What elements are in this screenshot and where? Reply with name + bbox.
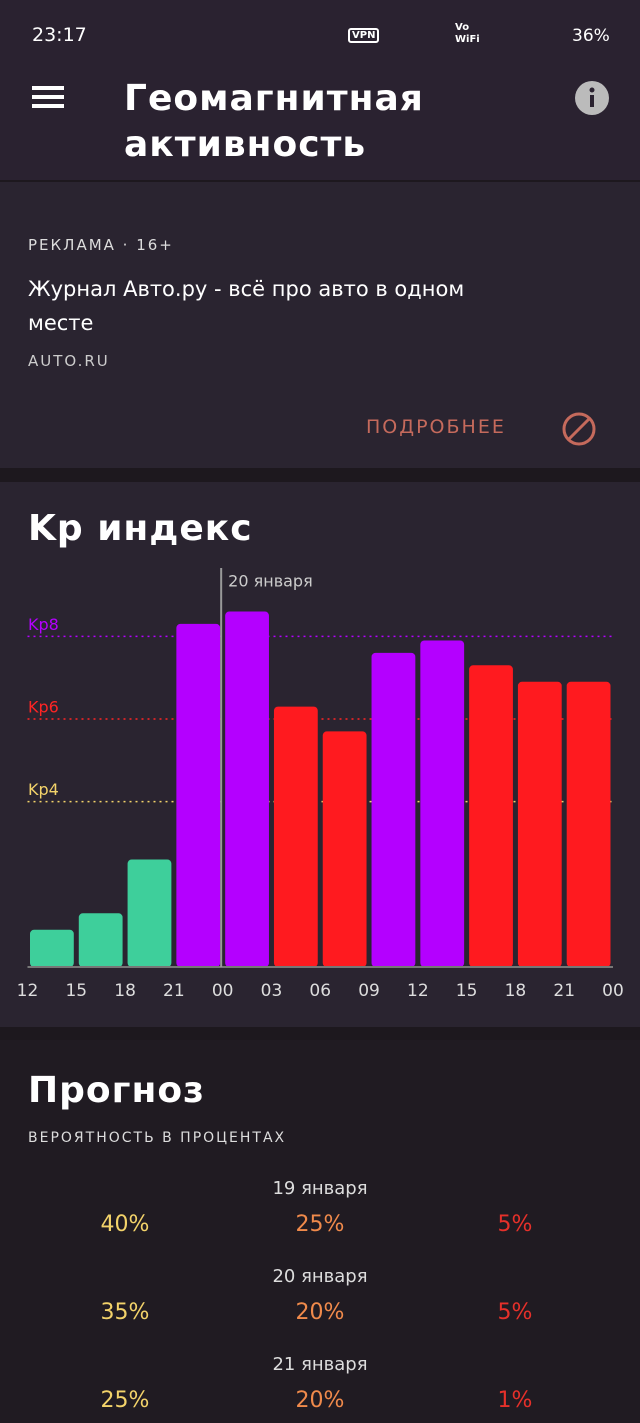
- ad-domain: AUTO.RU: [28, 352, 110, 370]
- forecast-probability: 5%: [497, 1300, 533, 1325]
- forecast-subtitle: ВЕРОЯТНОСТЬ В ПРОЦЕНТАХ: [28, 1130, 287, 1146]
- bar: [273, 706, 318, 967]
- forecast-date: 19 января: [272, 1178, 368, 1199]
- ad-text: Журнал Авто.ру - всё про авто в одном ме…: [28, 277, 465, 335]
- forecast-date: 21 января: [272, 1354, 368, 1375]
- reference-label: Kp4: [28, 780, 59, 799]
- ad-label: РЕКЛАМА · 16+: [28, 236, 174, 254]
- x-tick-label: 12: [17, 981, 39, 1001]
- vpn: VPN: [348, 28, 380, 43]
- forecast-probability: 35%: [100, 1300, 150, 1325]
- app-header: 23:17 VPN Vo WiFi 36% Геомагнитная актив…: [0, 0, 640, 180]
- chart-title: Kp индекс: [28, 508, 253, 549]
- bar: [371, 652, 416, 967]
- forecast-probability: 25%: [100, 1388, 150, 1413]
- app-title: Геомагнитная активность: [124, 78, 424, 165]
- x-tick-label: 06: [309, 981, 331, 1001]
- date-marker-label: 20 января: [228, 572, 313, 591]
- x-tick-label: 21: [553, 981, 575, 1001]
- x-tick-label: 15: [65, 981, 87, 1001]
- forecast-date: 20 января: [272, 1266, 368, 1287]
- bar: [127, 859, 172, 967]
- forecast-probability: 20%: [295, 1300, 345, 1325]
- x-tick-label: 15: [456, 981, 478, 1001]
- x-tick-label: 00: [602, 981, 624, 1001]
- x-tick-label: 12: [407, 981, 429, 1001]
- forecast-probability: 1%: [497, 1388, 533, 1413]
- forecast-probability: 20%: [295, 1388, 345, 1413]
- forecast-probability: 40%: [100, 1212, 150, 1237]
- bar: [420, 640, 465, 967]
- time: 23:17: [32, 24, 87, 46]
- info-icon[interactable]: [574, 80, 610, 116]
- reference-label: Kp6: [28, 698, 59, 717]
- bar: [78, 913, 123, 967]
- reference-label: Kp8: [28, 615, 59, 634]
- ad-card: РЕКЛАМА · 16+ Журнал Авто.ру - всё про а…: [0, 182, 640, 468]
- forecast-card: Прогноз ВЕРОЯТНОСТЬ В ПРОЦЕНТАХ 19 январ…: [0, 1040, 640, 1423]
- battery: 36%: [572, 26, 610, 46]
- bar: [225, 611, 269, 967]
- wifi-call: Vo WiFi: [455, 22, 480, 45]
- bar: [322, 731, 367, 967]
- x-tick-label: 00: [212, 981, 234, 1001]
- x-tick-label: 09: [358, 981, 380, 1001]
- bar: [469, 665, 513, 967]
- bar: [566, 681, 611, 967]
- bar: [30, 929, 74, 967]
- x-tick-label: 21: [163, 981, 185, 1001]
- ad-button[interactable]: ПОДРОБНЕЕ: [366, 416, 506, 438]
- x-tick-label: 18: [114, 981, 136, 1001]
- x-tick-label: 18: [505, 981, 527, 1001]
- menu-icon[interactable]: [32, 84, 66, 110]
- forecast-probability: 5%: [497, 1212, 533, 1237]
- forecast-title: Прогноз: [28, 1070, 205, 1111]
- bar: [176, 623, 221, 967]
- ad-close[interactable]: [560, 410, 598, 448]
- kp-chart: Kp8 Kp6 Kp4 12 15 18 21 00 03 06 09 12 15 18 21 00 20 ян…: [17, 568, 624, 1001]
- forecast-probability: 25%: [295, 1212, 345, 1237]
- x-tick-label: 03: [261, 981, 283, 1001]
- bar: [517, 681, 562, 967]
